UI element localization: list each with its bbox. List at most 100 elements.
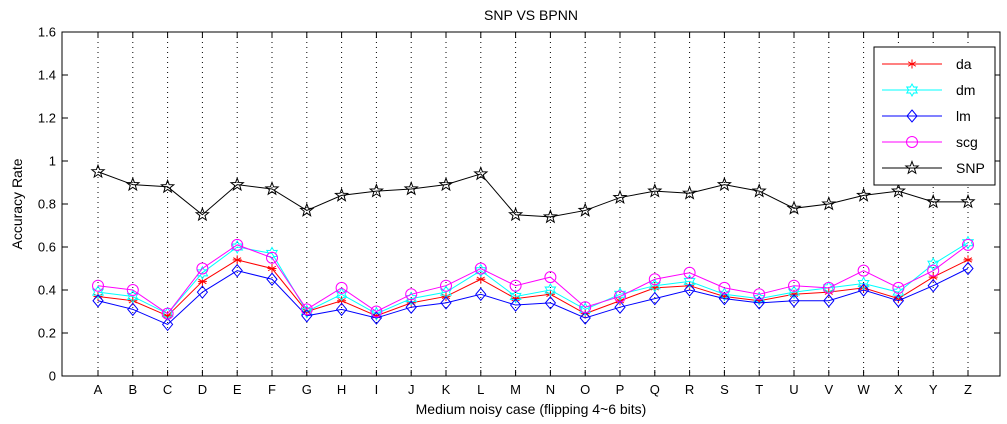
data-point-lm (788, 293, 800, 308)
series-line-dm (97, 242, 969, 315)
marker-shape (904, 160, 920, 175)
y-tick-label: 0 (49, 369, 56, 384)
data-point-dm (613, 287, 627, 302)
data-point-SNP (334, 187, 350, 202)
data-point-lm (161, 317, 174, 332)
data-point-SNP (786, 200, 802, 215)
data-point-scg (579, 301, 592, 314)
data-point-scg (614, 290, 626, 303)
marker-shape (649, 291, 661, 306)
marker-shape (509, 298, 522, 312)
data-point-scg (718, 281, 731, 294)
legend-item-lm: lm (882, 108, 971, 124)
marker-shape (474, 262, 487, 275)
marker-shape (544, 296, 557, 310)
legend-item-SNP: SNP (882, 160, 985, 176)
marker-shape (892, 293, 905, 308)
data-point-lm (335, 302, 348, 317)
marker-shape (579, 301, 592, 314)
marker-shape (614, 300, 626, 314)
series-da (93, 255, 973, 321)
data-point-SNP (542, 208, 558, 224)
marker-shape (508, 206, 524, 222)
series-line-scg (97, 244, 969, 315)
series-scg (92, 238, 974, 320)
marker-shape (440, 279, 452, 292)
y-tick-label: 1 (49, 154, 56, 169)
data-point-scg (683, 266, 696, 279)
marker-shape (925, 193, 941, 209)
data-point-scg (370, 305, 383, 318)
x-tick-label: P (616, 382, 625, 397)
marker-shape (906, 109, 918, 123)
marker-shape (892, 281, 905, 294)
marker-shape (509, 279, 522, 292)
marker-shape (751, 183, 767, 198)
marker-shape (300, 303, 313, 316)
legend-marker (905, 82, 919, 98)
data-point-lm (683, 283, 696, 297)
data-point-lm (823, 293, 835, 308)
data-point-scg (648, 273, 661, 286)
data-point-da (232, 255, 242, 265)
legend-label: scg (956, 134, 978, 150)
data-point-da (267, 264, 277, 273)
data-point-scg (753, 288, 766, 301)
data-point-lm (475, 287, 487, 302)
data-point-scg (822, 281, 835, 294)
data-point-lm (196, 285, 209, 299)
y-tick-label: 1.2 (38, 111, 56, 126)
data-point-dm (961, 235, 975, 250)
marker-shape (370, 305, 383, 318)
data-point-scg (196, 262, 209, 275)
marker-shape (473, 165, 489, 181)
data-point-lm (649, 291, 661, 306)
data-point-dm (718, 287, 731, 302)
x-tick-label: W (857, 382, 870, 397)
x-tick-label: X (894, 382, 903, 397)
marker-shape (438, 176, 454, 192)
data-point-scg (231, 238, 244, 251)
y-axis: 0 0.2 0.4 0.6 0.8 1 1.2 1.4 1.6 (38, 25, 1000, 384)
y-tick-label: 0.6 (38, 240, 56, 255)
marker-shape (962, 261, 974, 276)
marker-shape (509, 289, 522, 304)
chart-title: SNP VS BPNN (484, 7, 578, 23)
series-SNP (90, 163, 976, 224)
series-line-da (97, 259, 969, 317)
data-point-SNP (508, 206, 524, 222)
x-tick-label: N (546, 382, 555, 397)
legend-item-dm: dm (882, 82, 975, 98)
marker-shape (405, 288, 418, 301)
marker-shape (161, 307, 174, 320)
data-point-SNP (473, 165, 489, 181)
data-point-dm (265, 246, 279, 261)
marker-shape (960, 193, 976, 209)
marker-shape (475, 287, 487, 302)
marker-shape (682, 185, 698, 200)
marker-shape (542, 208, 558, 224)
marker-shape (718, 287, 731, 302)
data-point-SNP (647, 183, 663, 198)
grid (97, 32, 969, 376)
data-point-lm (92, 293, 104, 308)
x-tick-label: G (302, 382, 312, 397)
data-point-lm (614, 300, 626, 314)
series-lm (92, 261, 974, 332)
marker-shape (927, 264, 940, 277)
marker-shape (161, 317, 174, 332)
marker-shape (962, 238, 974, 251)
marker-shape (544, 282, 557, 298)
data-point-scg (92, 279, 104, 292)
marker-shape (194, 206, 210, 222)
x-tick-label: Q (650, 382, 660, 397)
marker-shape (403, 181, 419, 196)
marker-shape (787, 285, 801, 300)
marker-shape (335, 281, 348, 294)
marker-shape (821, 196, 837, 211)
legend-marker (904, 160, 920, 175)
marker-shape (264, 181, 280, 196)
x-tick-label: D (198, 382, 207, 397)
legend-label: lm (956, 108, 971, 124)
